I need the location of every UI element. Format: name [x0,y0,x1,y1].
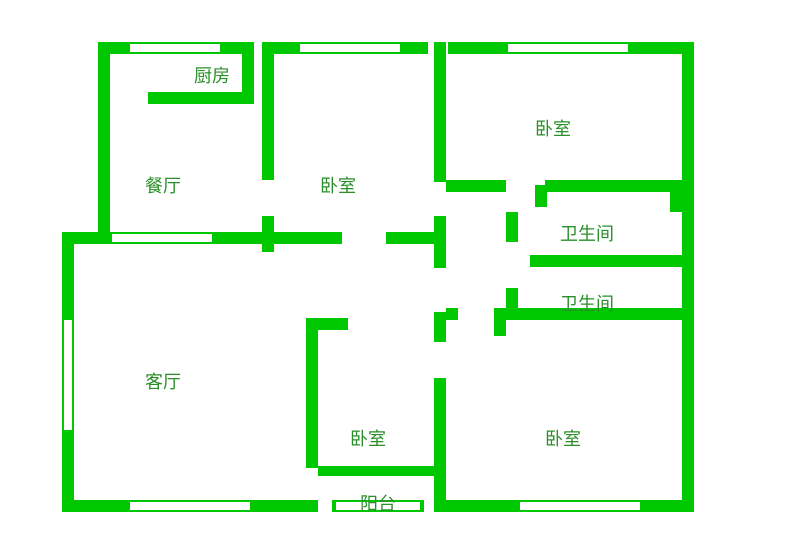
window-bot-3 [520,500,640,512]
wall-living-right-lo [306,500,318,512]
wall-living-right-top [306,318,348,330]
window-left [62,320,74,430]
wall-bath-left-up [506,212,518,242]
wall-midbed-right-lo [434,378,446,512]
window-top-2 [300,42,400,54]
label-bedroom-se: 卧室 [545,425,581,451]
label-bedroom-ne: 卧室 [535,115,571,141]
wall-ne-bottom-left [446,180,506,192]
label-dining: 餐厅 [145,172,181,198]
wall-midbed-right-up [434,312,446,342]
wall-bedtop-bottom-a [262,232,342,244]
wall-bedtop-right-lo [434,216,446,268]
wall-balcony-top [318,466,446,476]
wall-corridor-post [494,316,506,336]
label-bath-upper: 卫生间 [560,220,614,246]
wall-bedtop-right-up [434,42,446,182]
floorplan-stage: 厨房 餐厅 卧室 卧室 卫生间 卫生间 客厅 卧室 卧室 阳台 [0,0,800,552]
wall-ne-bottom-right [545,180,694,192]
label-living: 客厅 [145,368,181,394]
window-top-1 [130,42,220,54]
wall-dining-right-up [262,42,274,180]
wall-outer-right [682,42,694,512]
window-bot-1 [130,500,250,512]
label-bath-lower: 卫生间 [560,290,614,316]
wall-bath-split [530,255,694,267]
wall-bath-right-bar [670,192,682,212]
wall-ne-post [535,185,547,207]
window-top-3 [508,42,628,54]
label-bedroom-top: 卧室 [320,172,356,198]
label-balcony: 阳台 [360,490,396,516]
wall-outer-left-upper [98,42,110,232]
wall-corridor-bottom-l [446,308,458,320]
window-step [112,232,212,244]
label-kitchen: 厨房 [194,62,230,88]
label-bedroom-mid: 卧室 [350,425,386,451]
wall-kitchen-right [242,42,254,98]
wall-kitchen-bottom [148,92,254,104]
wall-living-right-up [306,318,318,468]
